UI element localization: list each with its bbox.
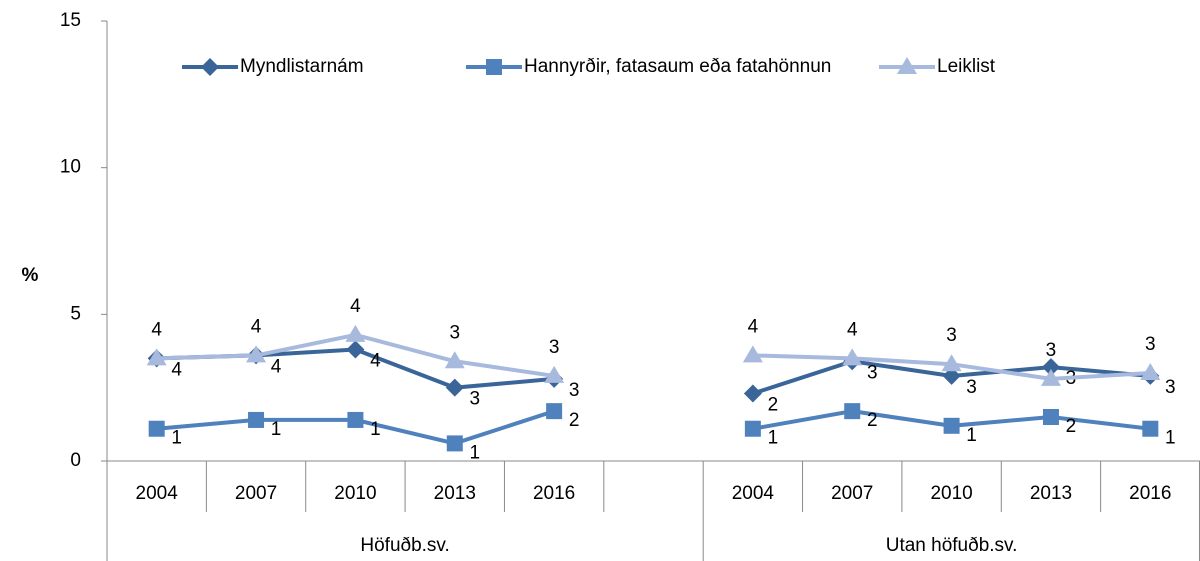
y-tick-label: 5: [70, 303, 81, 324]
data-label: 3: [549, 337, 560, 358]
data-label: 3: [449, 322, 460, 343]
data-label: 3: [569, 380, 580, 401]
data-label: 1: [1165, 428, 1176, 449]
group-label: Utan höfuðb.sv.: [886, 535, 1018, 556]
marker: [544, 365, 565, 383]
data-label: 4: [171, 359, 182, 380]
marker: [1140, 363, 1161, 380]
marker: [1142, 420, 1159, 437]
data-label: 1: [768, 428, 779, 449]
data-label: 3: [469, 389, 480, 410]
data-label: 3: [966, 377, 977, 398]
data-label: 3: [1145, 334, 1156, 355]
y-tick-label: 15: [60, 10, 81, 31]
y-tick-label: 10: [60, 157, 81, 178]
marker: [744, 420, 761, 437]
x-tick-label: 2010: [334, 483, 376, 504]
x-tick-label: 2007: [235, 483, 277, 504]
marker: [347, 411, 364, 428]
data-label: 1: [966, 425, 977, 446]
marker: [345, 324, 366, 342]
data-label: 2: [569, 410, 580, 431]
marker: [1042, 409, 1059, 425]
group-label: Höfuðb.sv.: [360, 535, 449, 556]
marker: [743, 384, 762, 403]
marker: [1040, 368, 1061, 386]
data-label: 4: [350, 296, 361, 317]
data-label: 1: [171, 428, 182, 449]
marker: [897, 57, 917, 74]
data-label: 1: [271, 419, 282, 440]
legend-label: Leiklist: [937, 56, 996, 77]
data-label: 2: [768, 395, 779, 416]
y-tick-label: 0: [70, 450, 81, 471]
marker: [146, 348, 167, 366]
legend-label: Myndlistarnám: [240, 56, 364, 77]
x-tick-label: 2004: [136, 483, 179, 504]
marker: [546, 403, 563, 420]
data-label: 2: [1066, 416, 1077, 437]
x-tick-label: 2016: [1129, 483, 1171, 504]
marker: [445, 378, 464, 397]
marker: [201, 58, 219, 76]
marker: [1041, 358, 1060, 377]
x-tick-label: 2004: [732, 483, 775, 504]
marker: [842, 348, 863, 366]
x-tick-label: 2016: [533, 483, 575, 504]
x-tick-label: 2013: [434, 483, 476, 504]
data-label: 3: [1165, 377, 1176, 398]
data-label: 4: [271, 356, 282, 377]
x-tick-label: 2013: [1030, 483, 1072, 504]
data-label: 2: [867, 410, 878, 431]
marker: [941, 354, 962, 372]
marker: [346, 340, 365, 359]
marker: [246, 345, 267, 363]
marker: [742, 345, 763, 363]
legend-label: Hannyrðir, fatasaum eða fatahönnun: [524, 56, 831, 77]
data-label: 4: [847, 319, 858, 340]
data-label: 4: [151, 319, 162, 340]
data-label: 1: [469, 442, 480, 463]
x-tick-label: 2007: [831, 483, 873, 504]
data-label: 4: [251, 316, 262, 337]
marker: [446, 435, 463, 452]
data-label: 3: [867, 362, 878, 383]
marker: [943, 417, 960, 434]
x-tick-label: 2010: [930, 483, 972, 504]
marker: [248, 411, 265, 428]
marker: [844, 403, 861, 420]
marker: [942, 366, 961, 385]
marker: [148, 420, 165, 437]
data-label: 3: [946, 325, 957, 346]
y-axis-label: %: [22, 265, 39, 286]
data-label: 1: [370, 419, 381, 440]
marker: [486, 59, 502, 75]
data-label: 4: [370, 351, 381, 372]
data-label: 3: [1046, 340, 1057, 361]
marker: [444, 351, 465, 369]
data-label: 4: [748, 316, 759, 337]
